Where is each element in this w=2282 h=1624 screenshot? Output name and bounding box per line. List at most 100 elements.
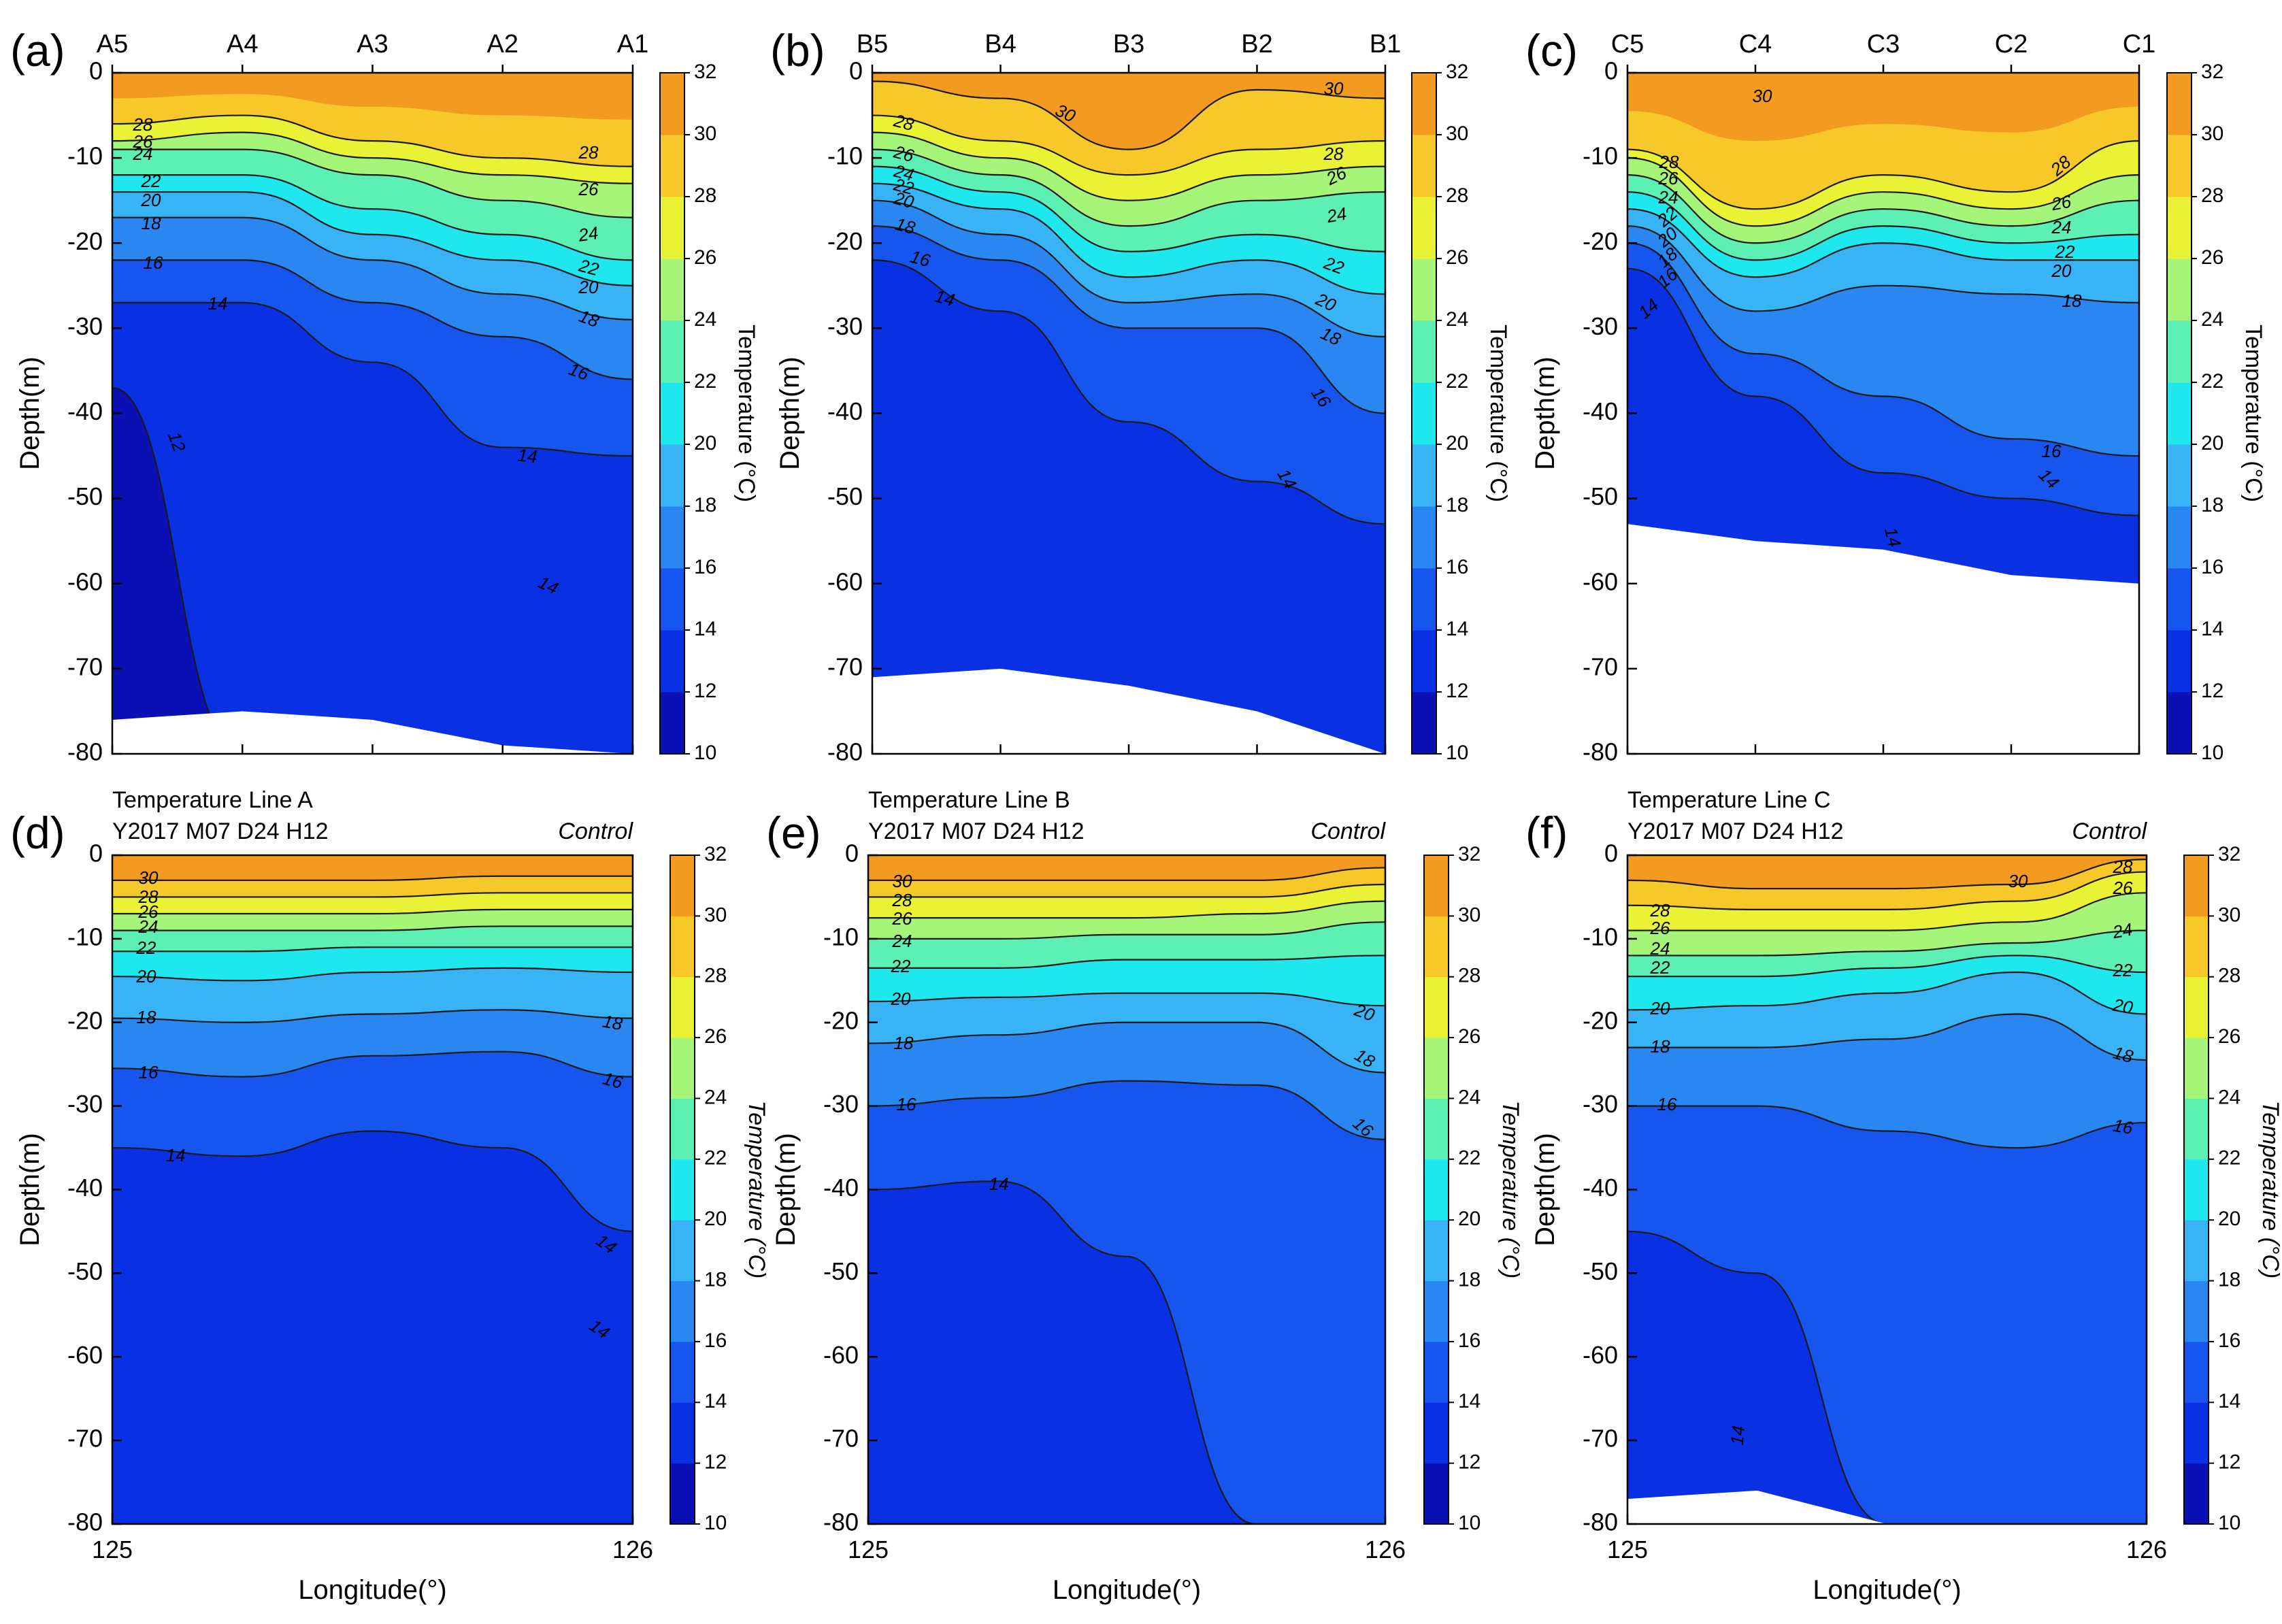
isotherm-28 <box>1627 871 2147 910</box>
colorbar-tick-label: 16 <box>694 556 716 578</box>
scenario-label: Control <box>1310 818 1386 844</box>
isotherm-28 <box>112 892 633 898</box>
colorbar-bin <box>2167 506 2192 569</box>
colorbar-tick-label: 26 <box>2201 246 2223 269</box>
contour-label: 24 <box>576 222 599 246</box>
colorbar-tick-label: 22 <box>694 370 716 393</box>
colorbar-bin <box>1412 135 1436 197</box>
colorbar-tick-label: 30 <box>2218 904 2240 926</box>
colorbar-bin <box>2184 1341 2209 1403</box>
colorbar-bin <box>1412 630 1436 693</box>
isotherm-14 <box>1627 267 2139 516</box>
panel-letter: (c) <box>1525 25 1578 76</box>
title-line-2: Y2017 M07 D24 H12 <box>112 818 329 844</box>
colorbar-tick-label: 24 <box>1446 308 1468 331</box>
contour-label: 28 <box>1659 152 1679 172</box>
colorbar-bin <box>660 382 684 445</box>
y-tick-label: -60 <box>827 567 863 595</box>
y-tick-label: -60 <box>1583 567 1618 595</box>
title-line-1: Temperature Line C <box>1627 787 1831 813</box>
x-tick-label: 126 <box>1365 1536 1406 1563</box>
colorbar-frame <box>2166 72 2192 755</box>
isotherm-28 <box>868 883 1385 898</box>
station-label: A4 <box>227 30 258 59</box>
contour-label: 18 <box>142 213 161 233</box>
y-tick-label: -20 <box>67 1006 103 1034</box>
isotherm-16 <box>112 259 633 380</box>
y-tick-label: -10 <box>1583 923 1618 950</box>
contour-label: 20 <box>2051 261 2072 281</box>
colorbar-bin <box>1412 197 1436 259</box>
colorbar-bin <box>1412 73 1436 135</box>
contour-label: 22 <box>2055 242 2075 262</box>
y-tick-label: -10 <box>823 923 859 950</box>
title-line-2: Y2017 M07 D24 H12 <box>868 818 1085 844</box>
colorbar-title: Temperature (°C) <box>744 1101 770 1279</box>
y-tick-label: -30 <box>823 1090 859 1118</box>
contour-label: 24 <box>2111 919 2134 943</box>
colorbar-tick-label: 12 <box>704 1451 727 1474</box>
y-tick-label: -40 <box>1583 1174 1618 1202</box>
contour-label: 22 <box>136 938 156 958</box>
panel-letter: (f) <box>1525 808 1568 858</box>
sea-bottom-mask <box>1627 524 2139 754</box>
y-tick-label: -20 <box>1583 1006 1618 1034</box>
colorbar-bin <box>1424 1463 1449 1525</box>
station-label: A5 <box>97 30 128 59</box>
colorbar-bin <box>1424 855 1449 916</box>
station-label: B5 <box>857 30 888 59</box>
station-label: A1 <box>617 30 648 59</box>
colorbar-tick-label: 14 <box>1458 1390 1481 1412</box>
colorbar-tick-label: 14 <box>704 1390 727 1412</box>
y-axis-title: Depth(m) <box>1530 1133 1560 1246</box>
x-tick-label: 125 <box>848 1536 889 1563</box>
isotherm-18 <box>1627 1013 2147 1061</box>
y-tick-label: -30 <box>1583 1090 1618 1118</box>
colorbar-tick-label: 30 <box>704 904 727 926</box>
y-tick-label: -40 <box>823 1174 859 1202</box>
contour-label: 16 <box>139 1062 159 1082</box>
sea-bottom-mask <box>1627 1490 2147 1524</box>
contour-label: 30 <box>893 871 912 891</box>
contour-label: 24 <box>2051 217 2072 237</box>
isotherm-22 <box>868 955 1385 969</box>
y-tick-label: -30 <box>67 312 103 340</box>
colorbar-tick-label: 12 <box>1446 680 1468 702</box>
colorbar-title: Temperature (°C) <box>2240 325 2266 502</box>
y-tick-label: -20 <box>823 1006 859 1034</box>
contour-label: 26 <box>892 908 912 929</box>
station-label: B1 <box>1370 30 1401 59</box>
isotherm-20 <box>112 191 633 286</box>
colorbar-tick-label: 26 <box>2218 1025 2240 1048</box>
panel-letter: (b) <box>770 25 825 76</box>
colorbar-tick-label: 30 <box>1458 904 1481 926</box>
panel-d: 302826242220181614181614140-10-20-30-40-… <box>10 787 770 1605</box>
isotherm-22 <box>1627 955 2147 978</box>
isotherm-12 <box>112 386 633 754</box>
colorbar-tick-label: 16 <box>2201 556 2223 578</box>
colorbar-bin <box>2167 320 2192 383</box>
isotherm-24 <box>112 148 633 218</box>
colorbar-bin <box>2184 1098 2209 1160</box>
y-axis-title: Depth(m) <box>15 357 45 470</box>
isotherm-26 <box>872 131 1385 201</box>
colorbar-bin <box>660 73 684 135</box>
contour-label: 16 <box>897 1094 916 1114</box>
y-tick-label: -60 <box>1583 1341 1618 1369</box>
contour-label: 24 <box>1650 938 1670 959</box>
colorbar-title: Temperature (°C) <box>2258 1101 2282 1279</box>
x-axis-title: Longitude(°) <box>1053 1575 1201 1605</box>
contour-label: 30 <box>1753 86 1772 106</box>
colorbar-bin <box>1412 506 1436 569</box>
colorbar-bin <box>2167 73 2192 135</box>
panel-b: 2826242220181614303028262422201816140-10… <box>770 25 1511 766</box>
colorbar-tick-label: 26 <box>1458 1025 1481 1048</box>
isotherm-28 <box>872 114 1385 176</box>
colorbar-tick-label: 10 <box>1458 1512 1481 1534</box>
colorbar-tick-label: 30 <box>1446 122 1468 145</box>
temperature-band-warmest <box>112 73 633 120</box>
isotherm-30 <box>112 875 633 881</box>
contour-label: 26 <box>138 901 159 922</box>
y-tick-label: -70 <box>827 652 863 680</box>
